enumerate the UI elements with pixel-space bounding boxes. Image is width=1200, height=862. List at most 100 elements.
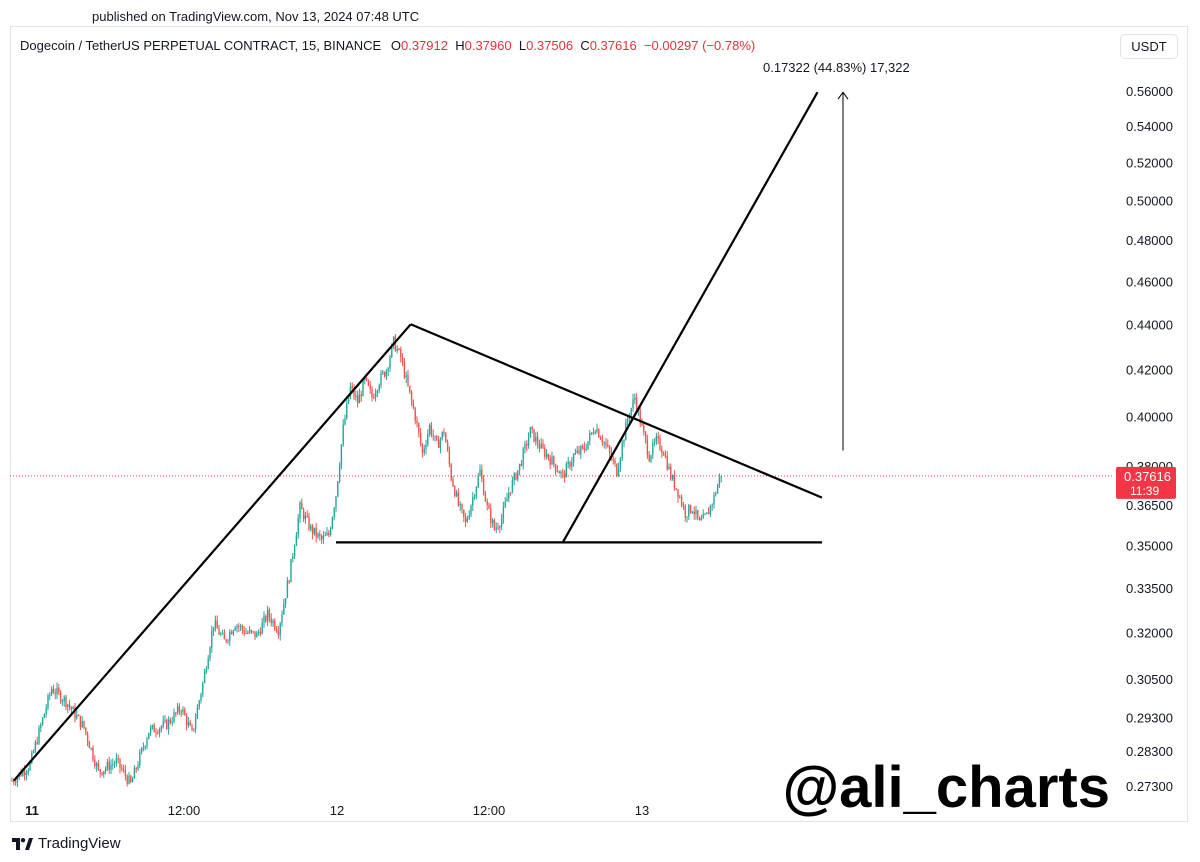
rally-trendline[interactable] xyxy=(12,323,412,782)
candle xyxy=(310,523,312,532)
candle xyxy=(139,749,141,768)
candle xyxy=(349,382,352,400)
candle xyxy=(715,491,717,497)
candle xyxy=(243,626,245,637)
candle xyxy=(457,488,460,507)
candle xyxy=(290,558,292,583)
candle xyxy=(266,605,269,627)
candle xyxy=(400,346,402,363)
currency-selector[interactable]: USDT xyxy=(1120,34,1178,59)
price-range-arrow[interactable] xyxy=(837,91,849,451)
candle xyxy=(97,759,100,771)
candle xyxy=(409,385,411,395)
candle xyxy=(130,774,132,784)
candle xyxy=(254,631,256,640)
candle xyxy=(61,699,64,706)
candle xyxy=(428,423,431,437)
candle xyxy=(142,742,145,752)
candle xyxy=(126,774,128,787)
candle xyxy=(587,441,589,450)
candle xyxy=(250,629,253,634)
candle xyxy=(317,532,319,539)
candle xyxy=(482,475,485,496)
candle xyxy=(536,431,539,449)
high-value: 0.37960 xyxy=(464,38,512,53)
candle xyxy=(344,414,346,426)
candle xyxy=(286,577,289,599)
candle xyxy=(247,630,249,635)
candle xyxy=(11,777,13,782)
candle xyxy=(56,682,58,700)
triangle-upper-line[interactable] xyxy=(410,323,823,499)
candle xyxy=(256,630,258,638)
candle xyxy=(358,388,361,404)
candle xyxy=(236,624,238,633)
breakout-projection-line[interactable] xyxy=(561,91,819,543)
candle xyxy=(196,704,199,720)
candle xyxy=(565,461,568,478)
candle xyxy=(511,476,514,494)
candle xyxy=(470,504,472,517)
candle xyxy=(88,740,91,749)
candle xyxy=(63,695,65,707)
candle xyxy=(185,713,188,731)
candle xyxy=(531,425,533,434)
candle xyxy=(574,448,577,456)
candle xyxy=(27,767,29,776)
candle xyxy=(331,516,334,530)
candle xyxy=(455,489,458,498)
candle xyxy=(211,625,213,653)
candle xyxy=(86,731,89,747)
candle xyxy=(668,463,670,470)
candle xyxy=(275,626,278,633)
candle xyxy=(200,692,202,704)
candle xyxy=(362,378,364,397)
candle xyxy=(148,732,150,740)
y-tick-label: 0.28300 xyxy=(1126,744,1173,759)
candle xyxy=(477,472,479,489)
price-range-label: 0.17322 (44.83%) 17,322 xyxy=(763,60,910,75)
candle xyxy=(545,449,548,460)
candle xyxy=(707,507,710,515)
candle xyxy=(603,441,605,449)
y-tick-label: 0.42000 xyxy=(1126,362,1173,377)
y-tick-label: 0.30500 xyxy=(1126,672,1173,687)
candle xyxy=(166,718,168,730)
candle xyxy=(380,370,382,389)
candle xyxy=(43,713,46,719)
candle xyxy=(279,621,281,641)
candle xyxy=(376,389,379,397)
candle xyxy=(198,699,200,711)
candle xyxy=(716,483,719,494)
candle xyxy=(677,489,679,503)
candle xyxy=(76,710,78,720)
candle xyxy=(288,579,290,584)
candle xyxy=(450,462,452,482)
candle xyxy=(538,439,541,453)
candle xyxy=(322,531,325,544)
candle xyxy=(671,474,674,481)
candle xyxy=(589,430,591,446)
candle xyxy=(553,455,555,468)
y-tick-label: 0.56000 xyxy=(1126,84,1173,99)
candle xyxy=(203,668,206,684)
candle xyxy=(229,628,231,647)
candle xyxy=(581,443,584,450)
candle xyxy=(374,388,377,402)
candle xyxy=(153,722,155,733)
close-value: 0.37616 xyxy=(589,38,637,53)
candle xyxy=(293,544,296,559)
candle xyxy=(122,764,125,773)
published-timestamp: published on TradingView.com, Nov 13, 20… xyxy=(92,9,420,24)
candle xyxy=(94,755,96,769)
candle xyxy=(103,770,105,779)
candle xyxy=(468,509,470,521)
candle xyxy=(437,435,440,449)
candle xyxy=(157,729,159,735)
candle xyxy=(220,631,222,637)
candle xyxy=(373,393,375,399)
candle xyxy=(673,470,676,491)
candle xyxy=(398,348,400,351)
candle xyxy=(407,369,409,387)
